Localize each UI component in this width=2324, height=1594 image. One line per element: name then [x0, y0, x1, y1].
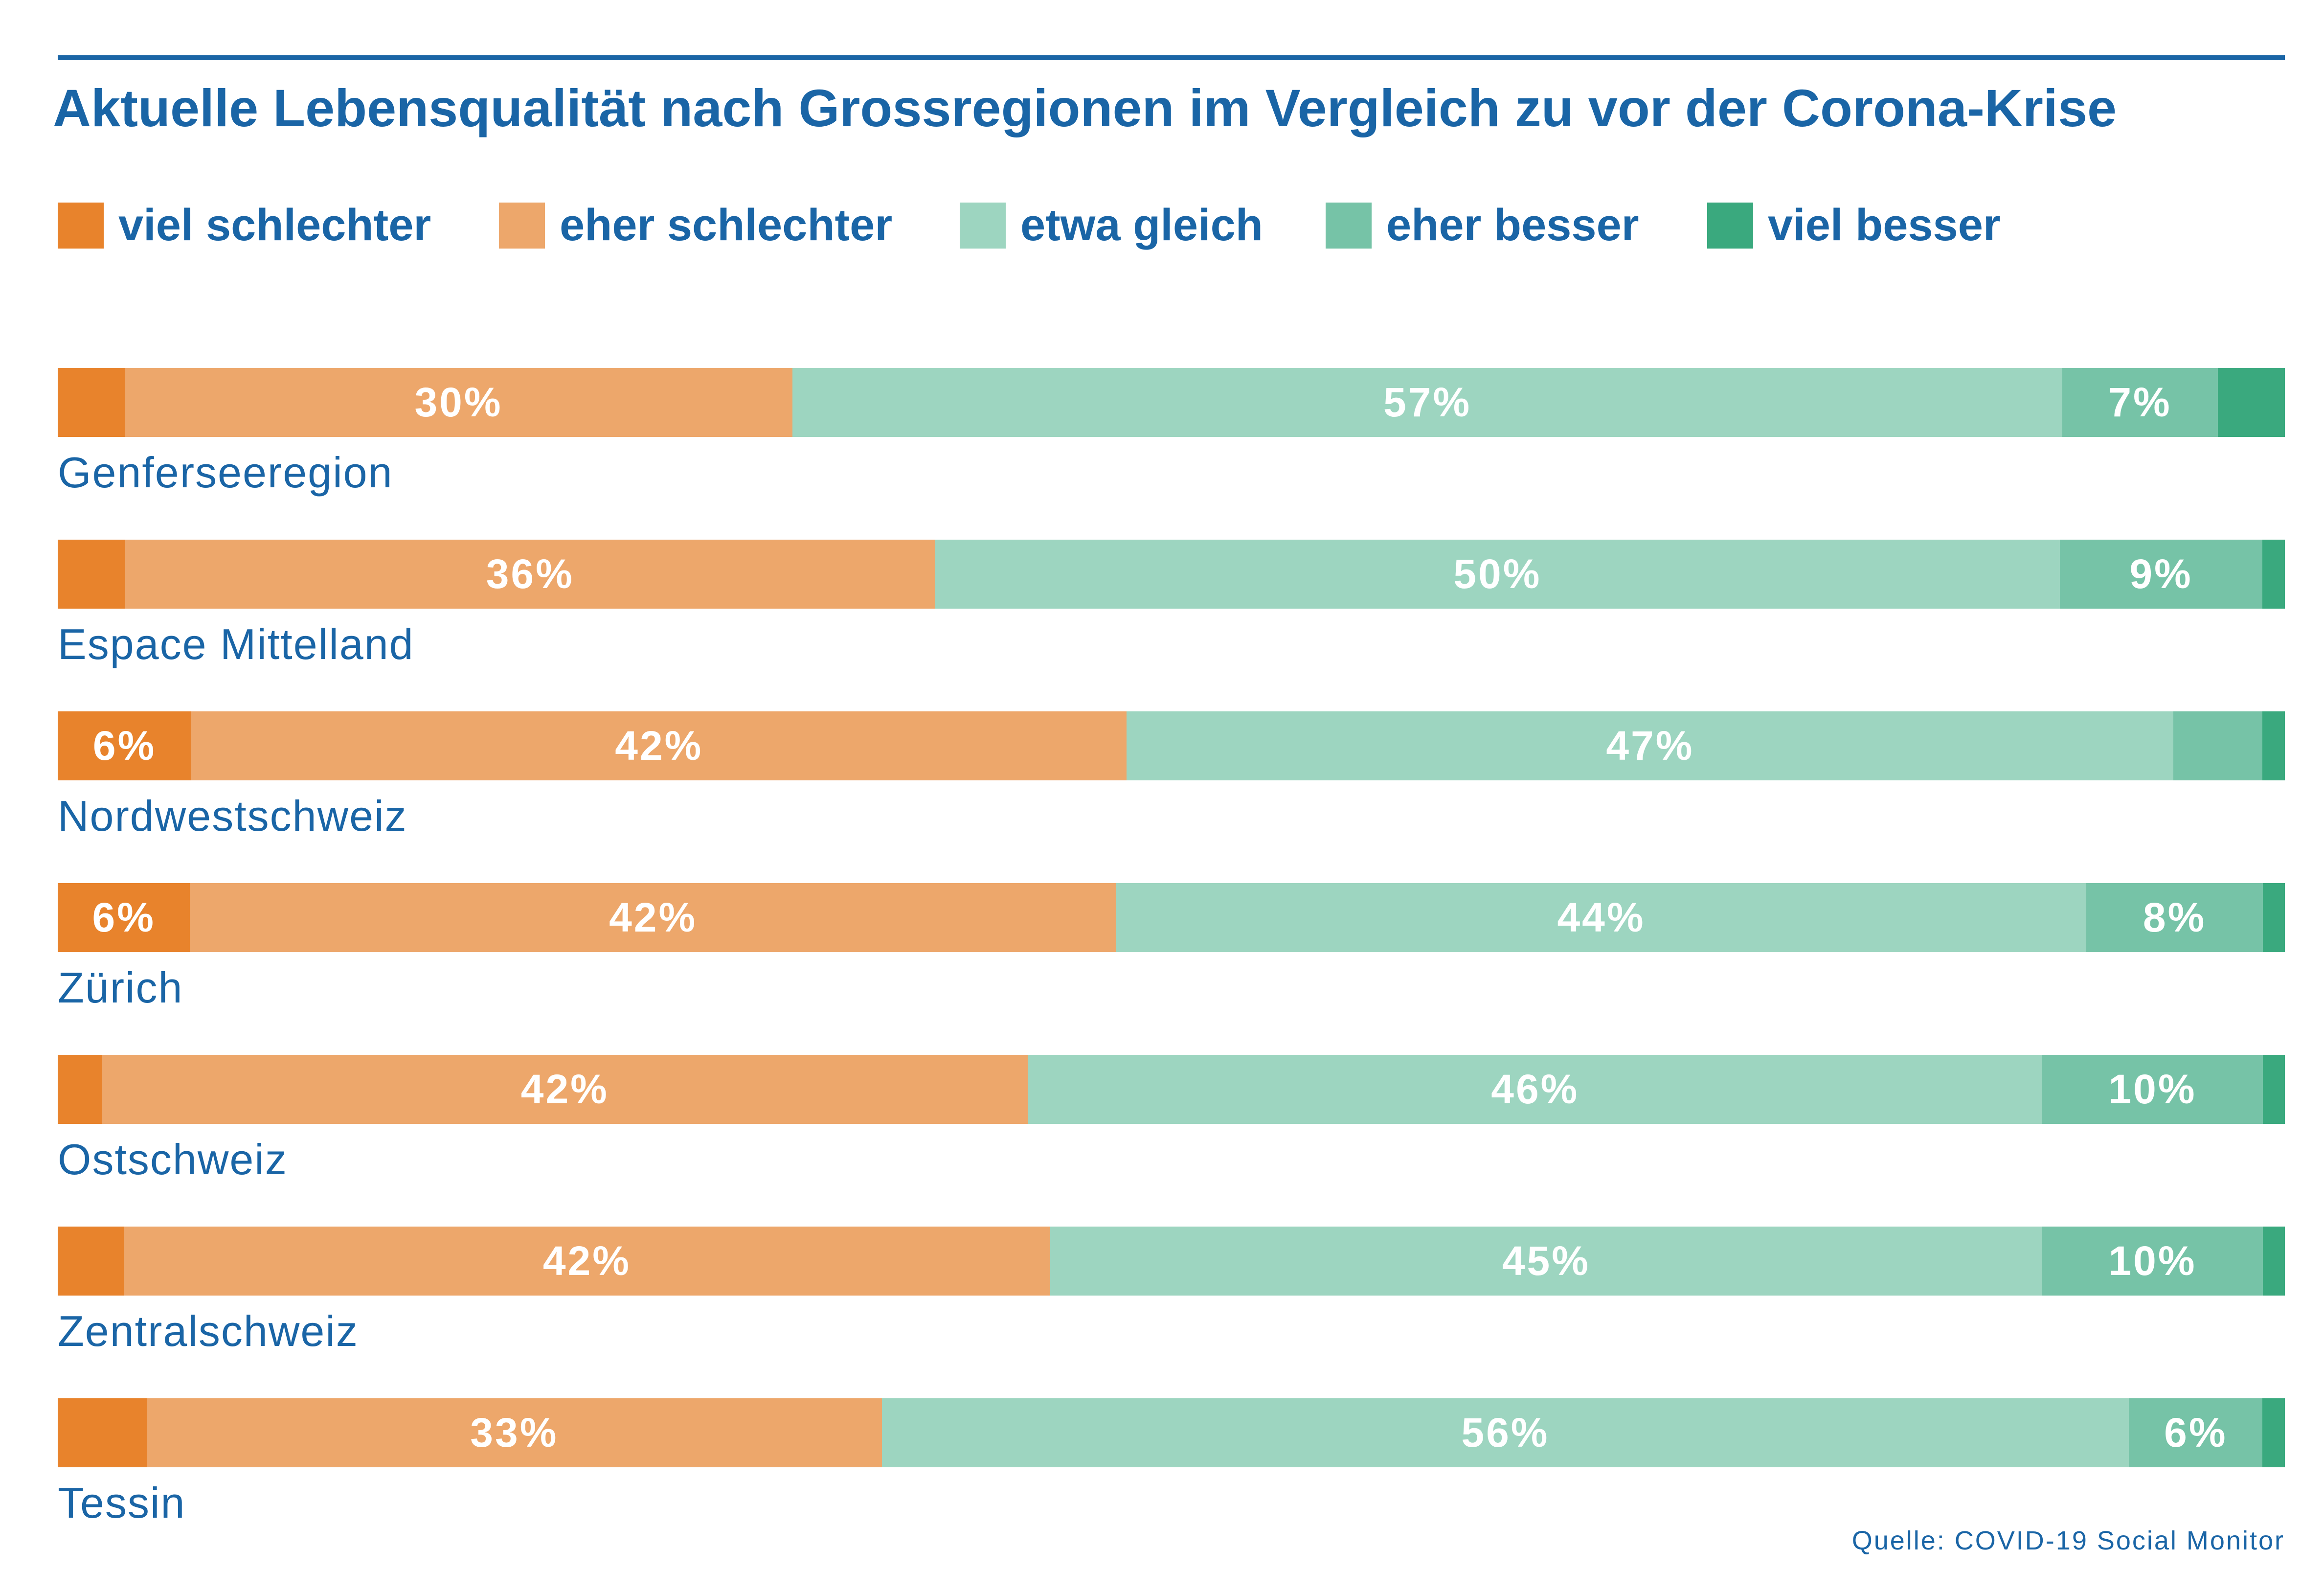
bar-segment: [1028, 1055, 2043, 1124]
data-label: 45%: [1502, 1238, 1590, 1284]
data-label: 6%: [2164, 1410, 2228, 1456]
bar-segment: [2173, 711, 2263, 780]
bar-segment: [2062, 368, 2218, 437]
bar-segment: [58, 1227, 124, 1296]
bar-segment: [102, 1055, 1028, 1124]
bar-segment: [2262, 1055, 2285, 1124]
bar-segment: [147, 1398, 882, 1467]
bar-segment: [2042, 1227, 2263, 1296]
bar-row: 42% 45% 10%: [58, 1227, 2285, 1296]
legend-swatch: [499, 203, 545, 249]
bar-segment: [124, 1227, 1050, 1296]
data-label: 33%: [470, 1410, 559, 1456]
bar-row: 6% 42% 44% 8%: [58, 883, 2285, 952]
bar-segment: [2262, 883, 2285, 952]
bar-row: 33% 56% 6%: [58, 1398, 2285, 1467]
bar-segment: [2262, 540, 2285, 609]
data-label: 57%: [1383, 379, 1472, 425]
bar-segment: [58, 711, 192, 780]
bar-row: 36% 50% 9%: [58, 540, 2285, 609]
data-label: 30%: [414, 379, 503, 425]
bar-row: 30% 57% 7%: [58, 368, 2285, 437]
data-label: 6%: [92, 894, 156, 940]
bar-segment: [2262, 711, 2285, 780]
data-label: 42%: [520, 1066, 609, 1112]
bar-segment: [2262, 1398, 2285, 1467]
bar-segment: [2042, 1055, 2263, 1124]
data-label: 10%: [2108, 1066, 2197, 1112]
data-label: 10%: [2108, 1238, 2197, 1284]
legend-label: viel besser: [1768, 200, 2001, 250]
bar-segment: [2218, 368, 2285, 437]
data-label: 47%: [1606, 723, 1694, 769]
bar-segment: [58, 540, 125, 609]
bar-row: 42% 46% 10%: [58, 1055, 2285, 1124]
chart-title: Aktuelle Lebensqualität nach Grossregion…: [53, 78, 2117, 137]
data-label: 9%: [2129, 551, 2193, 597]
source-note: Quelle: COVID-19 Social Monitor: [1851, 1526, 2285, 1555]
bar-segment: [191, 711, 1127, 780]
legend-swatch: [1707, 203, 1753, 249]
data-label: 56%: [1461, 1410, 1550, 1456]
bar-segment: [1127, 711, 2174, 780]
data-label: 42%: [615, 723, 703, 769]
category-label: Zentralschweiz: [58, 1307, 359, 1355]
bar-segment: [58, 883, 190, 952]
category-label: Genferseeregion: [58, 448, 393, 497]
data-label: 46%: [1491, 1066, 1579, 1112]
data-label: 42%: [542, 1238, 631, 1284]
bar-segment: [1050, 1227, 2043, 1296]
category-label: Espace Mittelland: [58, 620, 414, 668]
bar-segment: [58, 368, 125, 437]
legend-swatch: [58, 203, 104, 249]
category-label: Tessin: [58, 1479, 186, 1527]
bar-segment: [1116, 883, 2087, 952]
legend-label: eher schlechter: [560, 200, 893, 250]
legend-label: eher besser: [1386, 200, 1639, 250]
data-label: 36%: [486, 551, 574, 597]
data-label: 50%: [1453, 551, 1542, 597]
category-label: Nordwestschweiz: [58, 792, 407, 840]
data-label: 6%: [92, 723, 157, 769]
bar-segment: [2060, 540, 2262, 609]
bar-segment: [792, 368, 2062, 437]
legend-label: etwa gleich: [1020, 200, 1263, 250]
bar-segment: [125, 540, 935, 609]
bar-segment: [58, 1055, 102, 1124]
data-label: 42%: [609, 894, 698, 940]
bar-row: 6% 42% 47%: [58, 711, 2285, 780]
legend-swatch: [1326, 203, 1372, 249]
bar-segment: [2262, 1227, 2285, 1296]
bar-segment: [2129, 1398, 2263, 1467]
legend-swatch: [960, 203, 1006, 249]
data-label: 44%: [1557, 894, 1646, 940]
bar-segment: [58, 1398, 147, 1467]
category-label: Ostschweiz: [58, 1135, 288, 1184]
category-label: Zürich: [58, 963, 183, 1012]
top-rule: [58, 55, 2285, 60]
bar-segment: [190, 883, 1116, 952]
legend-label: viel schlechter: [118, 200, 431, 250]
bar-segment: [935, 540, 2060, 609]
bar-segment: [124, 368, 793, 437]
data-label: 8%: [2143, 894, 2207, 940]
data-label: 7%: [2108, 379, 2172, 425]
bar-segment: [881, 1398, 2129, 1467]
bar-segment: [2086, 883, 2263, 952]
